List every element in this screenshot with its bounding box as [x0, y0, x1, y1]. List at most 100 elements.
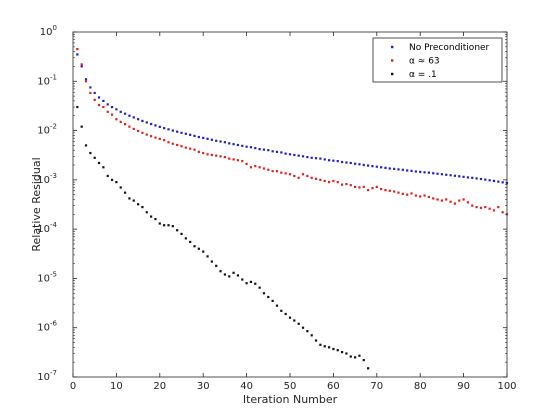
data-point — [110, 113, 114, 116]
data-point — [97, 161, 101, 165]
data-point — [488, 179, 491, 182]
data-point — [327, 181, 331, 184]
data-point — [158, 137, 161, 140]
data-point — [436, 172, 439, 175]
data-point — [419, 170, 422, 174]
data-point — [128, 125, 131, 128]
data-point — [115, 118, 118, 121]
data-point — [340, 160, 344, 164]
legend-label: α ≈ 63 — [409, 57, 440, 67]
data-point — [340, 183, 344, 186]
x-tick-label: 100 — [497, 381, 516, 392]
data-point — [171, 129, 174, 132]
data-point — [84, 78, 88, 81]
plot-area — [73, 32, 507, 377]
data-point — [93, 98, 96, 101]
data-point — [484, 178, 487, 181]
data-point — [354, 185, 357, 188]
data-point — [93, 156, 96, 159]
data-point — [119, 110, 122, 113]
data-point — [349, 184, 352, 187]
data-point — [228, 142, 231, 145]
x-tick-label: 80 — [414, 381, 427, 392]
data-point — [288, 173, 292, 176]
y-tick-label: 100 — [40, 24, 57, 38]
data-point — [458, 199, 461, 202]
data-point — [180, 232, 183, 236]
data-point — [202, 136, 205, 140]
data-point — [132, 199, 135, 202]
data-point — [241, 144, 244, 147]
data-point — [314, 177, 318, 180]
data-point — [358, 354, 361, 357]
data-point — [332, 179, 335, 183]
data-point — [158, 222, 161, 225]
data-point — [288, 153, 292, 156]
data-point — [115, 181, 118, 184]
data-point — [176, 229, 179, 232]
x-tick-label: 0 — [70, 381, 76, 392]
data-point — [193, 134, 196, 137]
data-point — [280, 171, 283, 174]
data-point — [76, 105, 79, 109]
data-point — [197, 150, 200, 153]
data-point — [180, 131, 183, 134]
data-point — [362, 163, 365, 167]
data-point — [293, 319, 296, 322]
data-point — [132, 127, 135, 131]
data-point — [254, 165, 257, 168]
data-point — [367, 188, 370, 192]
data-point — [137, 118, 140, 121]
data-point — [128, 114, 131, 117]
data-point — [189, 133, 192, 136]
data-point — [141, 206, 144, 209]
data-point — [275, 150, 279, 153]
legend: No Preconditioner α ≈ 63 α = .1 — [372, 37, 503, 83]
data-point — [180, 145, 183, 148]
data-point — [497, 180, 500, 183]
data-point — [228, 275, 231, 278]
data-point — [210, 153, 213, 157]
data-point — [154, 136, 157, 139]
data-point — [327, 346, 331, 349]
data-point — [215, 139, 218, 142]
data-point — [397, 168, 400, 171]
data-point — [401, 168, 404, 171]
y-axis-title: Relative Residual — [30, 157, 43, 251]
data-point — [267, 168, 270, 171]
data-point — [406, 169, 409, 172]
data-point — [327, 159, 331, 162]
data-point — [254, 282, 257, 285]
data-point — [163, 224, 166, 227]
data-point — [258, 286, 261, 289]
x-tick-label: 10 — [110, 381, 123, 392]
data-point — [150, 122, 153, 126]
data-point — [284, 172, 287, 175]
data-point — [206, 153, 209, 156]
legend-marker — [391, 59, 394, 62]
data-point — [471, 204, 474, 207]
data-point — [236, 274, 240, 277]
data-point — [319, 178, 322, 181]
data-point — [275, 170, 279, 173]
data-point — [314, 157, 318, 160]
y-tick-label: 10-2 — [37, 123, 57, 137]
data-point — [393, 190, 396, 193]
data-point — [458, 175, 461, 178]
data-point — [301, 155, 305, 158]
data-point — [271, 150, 274, 153]
data-point — [110, 105, 114, 109]
data-point — [449, 200, 452, 203]
data-point — [384, 188, 387, 192]
data-point — [241, 278, 244, 281]
data-point — [371, 165, 374, 168]
data-point — [284, 312, 287, 316]
data-point — [245, 162, 248, 166]
data-point — [332, 347, 335, 351]
data-point — [336, 181, 339, 184]
data-point — [432, 172, 435, 175]
data-point — [466, 176, 470, 179]
data-point — [445, 173, 448, 176]
data-point — [219, 270, 222, 273]
data-point — [406, 193, 409, 196]
